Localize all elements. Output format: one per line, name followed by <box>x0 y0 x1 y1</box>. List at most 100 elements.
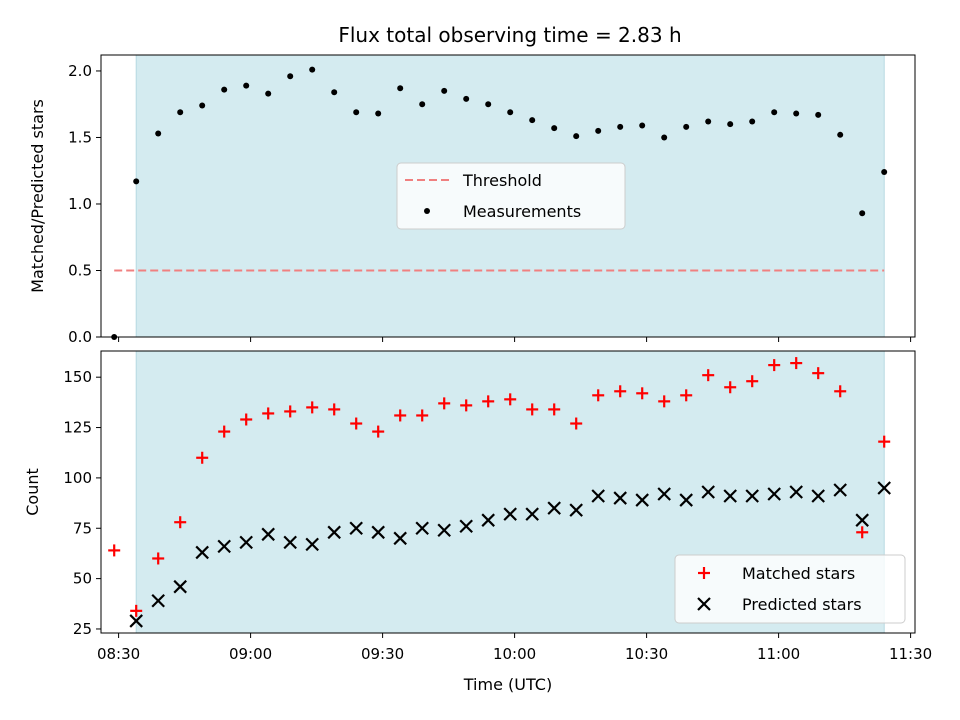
measurement-point <box>309 66 316 73</box>
predicted-star-point <box>657 487 671 501</box>
x-tick: 10:00 <box>493 633 536 663</box>
predicted-star-point <box>195 545 209 560</box>
measurement-point <box>375 110 382 117</box>
bottom-x-ticks: 08:30 09:00 09:30 10:00 10:30 11:00 11:30 <box>97 633 932 663</box>
predicted-star-point <box>283 535 297 550</box>
matched-star-point <box>702 369 715 382</box>
predicted-star-point <box>327 525 341 540</box>
matched-star-point <box>658 395 671 408</box>
measurement-point <box>441 87 448 94</box>
measurement-point <box>419 101 426 108</box>
measurement-point <box>331 89 338 96</box>
matched-star-point <box>504 393 517 406</box>
predicted-star-point <box>569 503 583 517</box>
predicted-star-point <box>261 527 275 542</box>
legend-label: Measurements <box>463 202 581 221</box>
measurement-point <box>727 121 734 128</box>
measurement-point <box>837 131 844 138</box>
predicted-star-point <box>723 489 737 503</box>
x-tick: 10:30 <box>625 633 668 663</box>
matched-star-point <box>812 367 825 380</box>
matched-star-point <box>240 413 253 426</box>
predicted-star-point <box>833 483 847 497</box>
predicted-star-point <box>745 489 759 503</box>
predicted-star-point <box>217 539 231 554</box>
matched-star-point <box>768 359 781 372</box>
legend-entry-predicted-stars: Predicted stars <box>697 595 862 614</box>
measurement-point <box>859 210 866 217</box>
x-tick-label: 08:30 <box>97 645 140 663</box>
y-tick-label: 2.0 <box>68 62 92 80</box>
y-tick: 75 <box>73 519 101 537</box>
y-tick-label: 25 <box>73 620 92 638</box>
matched-star-point <box>394 409 407 422</box>
matched-star-point <box>416 409 429 422</box>
legend-label: Matched stars <box>742 564 855 583</box>
predicted-star-point <box>503 507 517 521</box>
predicted-star-point <box>437 523 451 538</box>
top-x-ticks <box>118 337 912 342</box>
bottom-y-ticks: 25 50 75 100 125 150 <box>63 368 101 638</box>
x-tick-label: 11:30 <box>889 645 932 663</box>
matched-star-point <box>262 407 275 420</box>
measurement-point <box>199 102 206 109</box>
predicted-star-point <box>701 485 715 499</box>
matched-star-point <box>680 389 693 402</box>
bottom-legend: Matched stars Predicted stars <box>674 554 906 624</box>
legend-marker <box>698 567 710 579</box>
measurement-point <box>617 123 624 130</box>
top-y-axis-label: Matched/Predicted stars <box>28 99 47 293</box>
x-tick-label: 10:00 <box>493 645 536 663</box>
predicted-star-point <box>613 491 627 505</box>
measurement-point <box>815 111 822 118</box>
predicted-star-point <box>789 485 803 499</box>
measurement-point <box>529 117 536 124</box>
measurement-point <box>287 73 294 80</box>
top-y-ticks: 0.0 0.5 1.0 1.5 2.0 <box>68 62 101 346</box>
matched-star-point <box>614 385 627 398</box>
legend-entry-measurements: Measurements <box>424 202 581 221</box>
x-tick: 11:00 <box>757 633 800 663</box>
matched-star-point <box>328 403 341 416</box>
matched-star-point <box>372 425 385 438</box>
y-tick: 50 <box>73 570 101 588</box>
y-tick: 0.0 <box>68 328 101 346</box>
measurement-point <box>661 134 668 141</box>
measurement-point <box>221 86 228 93</box>
matched-star-point <box>878 435 891 448</box>
measurement-point <box>573 133 580 140</box>
measurement-point <box>353 109 360 116</box>
legend-label: Predicted stars <box>742 595 862 614</box>
matched-star-point <box>856 526 869 539</box>
matched-star-point <box>790 357 803 370</box>
measurement-point <box>771 109 778 116</box>
matched-star-point <box>482 395 495 408</box>
top-panel: 0.00.51.01.52.0 Matched/Predicted stars … <box>28 54 916 346</box>
measurement-point <box>705 118 712 125</box>
matched-star-point <box>438 397 451 410</box>
chart-title: Flux total observing time = 2.83 h <box>338 23 681 47</box>
predicted-star-point <box>173 579 187 594</box>
y-tick-label: 0.0 <box>68 328 92 346</box>
predicted-star-point <box>547 501 561 515</box>
matched-star-point <box>218 425 231 438</box>
top-legend: Threshold Measurements <box>396 162 626 230</box>
measurement-point <box>155 130 162 137</box>
predicted-star-point <box>635 493 649 507</box>
predicted-star-point <box>591 489 605 503</box>
predicted-star-point <box>811 489 825 503</box>
x-tick-label: 09:30 <box>361 645 404 663</box>
measurement-point <box>749 118 756 125</box>
matched-star-point <box>592 389 605 402</box>
bottom-axes-frame <box>100 350 916 634</box>
y-tick: 1.5 <box>68 128 101 146</box>
measurement-point <box>177 109 184 116</box>
x-axis-label: Time (UTC) <box>463 675 552 694</box>
y-tick: 0.5 <box>68 261 101 279</box>
measurement-point <box>507 109 514 116</box>
x-tick: 09:00 <box>229 633 272 663</box>
x-tick: 08:30 <box>97 633 140 663</box>
legend-frame <box>674 554 906 624</box>
legend-marker <box>697 597 711 611</box>
